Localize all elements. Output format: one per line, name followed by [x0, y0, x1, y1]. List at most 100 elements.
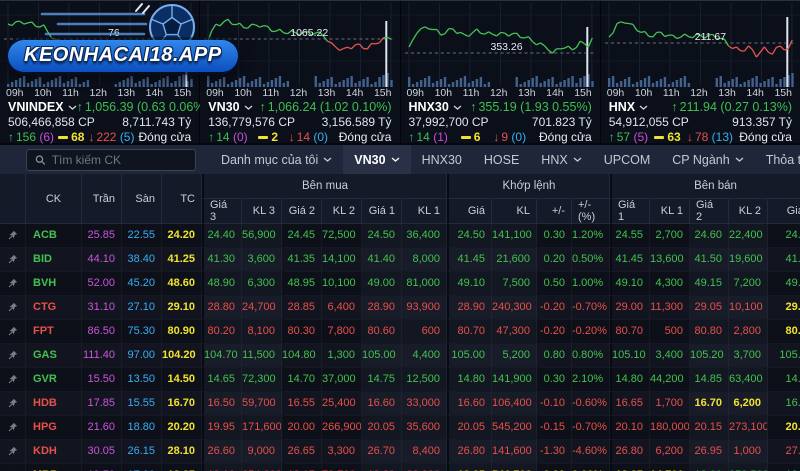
price-cell[interactable]: 3,700: [729, 344, 768, 367]
nav-tab[interactable]: CP Ngành: [661, 145, 754, 174]
price-cell[interactable]: 14.70: [282, 368, 322, 391]
price-cell[interactable]: 10,100: [729, 296, 768, 319]
price-cell[interactable]: -0.20: [537, 296, 572, 319]
index-selector[interactable]: HNX30: [409, 100, 462, 114]
nav-tab[interactable]: Thỏa thuận: [755, 145, 800, 174]
price-cell[interactable]: 19.95: [202, 416, 242, 439]
nav-tab[interactable]: HNX: [530, 145, 592, 174]
price-cell[interactable]: 3,600: [242, 248, 282, 271]
price-cell[interactable]: 180,000: [650, 416, 690, 439]
pin-icon[interactable]: [0, 296, 26, 319]
price-cell[interactable]: 26.60: [202, 440, 242, 463]
price-cell[interactable]: 16.50: [202, 392, 242, 415]
price-cell[interactable]: 26.80: [610, 440, 650, 463]
price-cell[interactable]: 6,200: [729, 392, 768, 415]
price-cell[interactable]: 63,400: [729, 368, 768, 391]
price-cell[interactable]: 10,100: [322, 272, 362, 295]
price-cell[interactable]: 80.80: [690, 320, 729, 343]
price-cell[interactable]: -0.60%: [572, 392, 610, 415]
price-cell[interactable]: 18.35: [768, 464, 800, 471]
price-cell[interactable]: 49.00: [362, 272, 402, 295]
pin-icon[interactable]: [0, 272, 26, 295]
price-cell[interactable]: 80.90: [768, 320, 800, 343]
price-cell[interactable]: -0.70%: [572, 296, 610, 319]
price-cell[interactable]: 9,000: [242, 440, 282, 463]
nav-tab[interactable]: Danh mục của tôi: [210, 145, 343, 174]
price-cell[interactable]: 44,200: [650, 368, 690, 391]
price-cell[interactable]: 72,300: [242, 368, 282, 391]
price-cell[interactable]: 1,000: [729, 440, 768, 463]
price-cell[interactable]: 28.80: [202, 296, 242, 319]
price-cell[interactable]: 7,200: [729, 272, 768, 295]
price-cell[interactable]: 546,700: [492, 464, 537, 471]
price-cell[interactable]: 18.20: [362, 464, 402, 471]
price-cell[interactable]: 24.55: [610, 224, 650, 247]
price-cell[interactable]: 20.10: [610, 416, 650, 439]
price-cell[interactable]: 14.80: [447, 368, 492, 391]
price-cell[interactable]: 104.70: [202, 344, 242, 367]
price-cell[interactable]: -0.10: [537, 392, 572, 415]
price-cell[interactable]: 600: [402, 320, 447, 343]
ticker-cell[interactable]: GVR: [26, 368, 82, 391]
price-cell[interactable]: 80.20: [202, 320, 242, 343]
pin-icon[interactable]: [0, 440, 26, 463]
price-cell[interactable]: 0.80: [537, 344, 572, 367]
price-cell[interactable]: 16.70: [690, 392, 729, 415]
price-cell[interactable]: 20.05: [362, 416, 402, 439]
price-cell[interactable]: 105.30: [768, 344, 800, 367]
price-cell[interactable]: 79,700: [322, 464, 362, 471]
price-cell[interactable]: 14.90: [768, 368, 800, 391]
price-cell[interactable]: 24,700: [242, 296, 282, 319]
price-cell[interactable]: -0.70%: [572, 416, 610, 439]
price-cell[interactable]: 1,700: [650, 392, 690, 415]
price-cell[interactable]: 16.60: [362, 392, 402, 415]
price-cell[interactable]: 41.45: [610, 248, 650, 271]
price-cell[interactable]: 105.00: [447, 344, 492, 367]
price-cell[interactable]: 141,900: [492, 368, 537, 391]
price-cell[interactable]: 18.10: [202, 464, 242, 471]
ticker-cell[interactable]: HPG: [26, 416, 82, 439]
price-cell[interactable]: 72,500: [322, 224, 362, 247]
price-cell[interactable]: 1.20%: [572, 224, 610, 247]
price-cell[interactable]: 654,600: [242, 464, 282, 471]
price-cell[interactable]: 16.65: [610, 392, 650, 415]
price-cell[interactable]: 18.30: [690, 464, 729, 471]
price-cell[interactable]: 20.20: [768, 416, 800, 439]
price-cell[interactable]: 11,300: [650, 296, 690, 319]
price-cell[interactable]: 6,400: [322, 296, 362, 319]
price-cell[interactable]: 14.65: [202, 368, 242, 391]
ticker-cell[interactable]: HDB: [26, 392, 82, 415]
price-cell[interactable]: 41.45: [447, 248, 492, 271]
price-cell[interactable]: 26.65: [282, 440, 322, 463]
price-cell[interactable]: 16.75: [768, 392, 800, 415]
price-cell[interactable]: 106,400: [492, 392, 537, 415]
price-cell[interactable]: 105.10: [610, 344, 650, 367]
price-cell[interactable]: 141,600: [492, 440, 537, 463]
search-input[interactable]: [51, 152, 187, 167]
price-cell[interactable]: 2,700: [650, 224, 690, 247]
price-cell[interactable]: 26.80: [447, 440, 492, 463]
price-cell[interactable]: 24.45: [282, 224, 322, 247]
price-cell[interactable]: 14.80: [610, 368, 650, 391]
price-cell[interactable]: 3,400: [650, 344, 690, 367]
price-cell[interactable]: 14.75: [362, 368, 402, 391]
pin-icon[interactable]: [0, 464, 26, 471]
price-cell[interactable]: 1,300: [322, 344, 362, 367]
price-cell[interactable]: 36,400: [402, 224, 447, 247]
price-cell[interactable]: 14.85: [690, 368, 729, 391]
price-cell[interactable]: 500: [650, 320, 690, 343]
price-cell[interactable]: 6,300: [242, 272, 282, 295]
price-cell[interactable]: 12,500: [402, 368, 447, 391]
ticker-cell[interactable]: BVH: [26, 272, 82, 295]
price-cell[interactable]: -0.20%: [572, 320, 610, 343]
price-cell[interactable]: 35,600: [402, 416, 447, 439]
price-cell[interactable]: 24.50: [362, 224, 402, 247]
ticker-cell[interactable]: MBB: [26, 464, 82, 471]
price-cell[interactable]: 0.80%: [572, 344, 610, 367]
price-cell[interactable]: 0.00: [537, 464, 572, 471]
price-cell[interactable]: 1.00%: [572, 272, 610, 295]
ticker-search[interactable]: [26, 148, 196, 171]
price-cell[interactable]: 21,600: [492, 248, 537, 271]
price-cell[interactable]: 0.30: [537, 368, 572, 391]
nav-tab[interactable]: HNX30: [411, 145, 473, 174]
